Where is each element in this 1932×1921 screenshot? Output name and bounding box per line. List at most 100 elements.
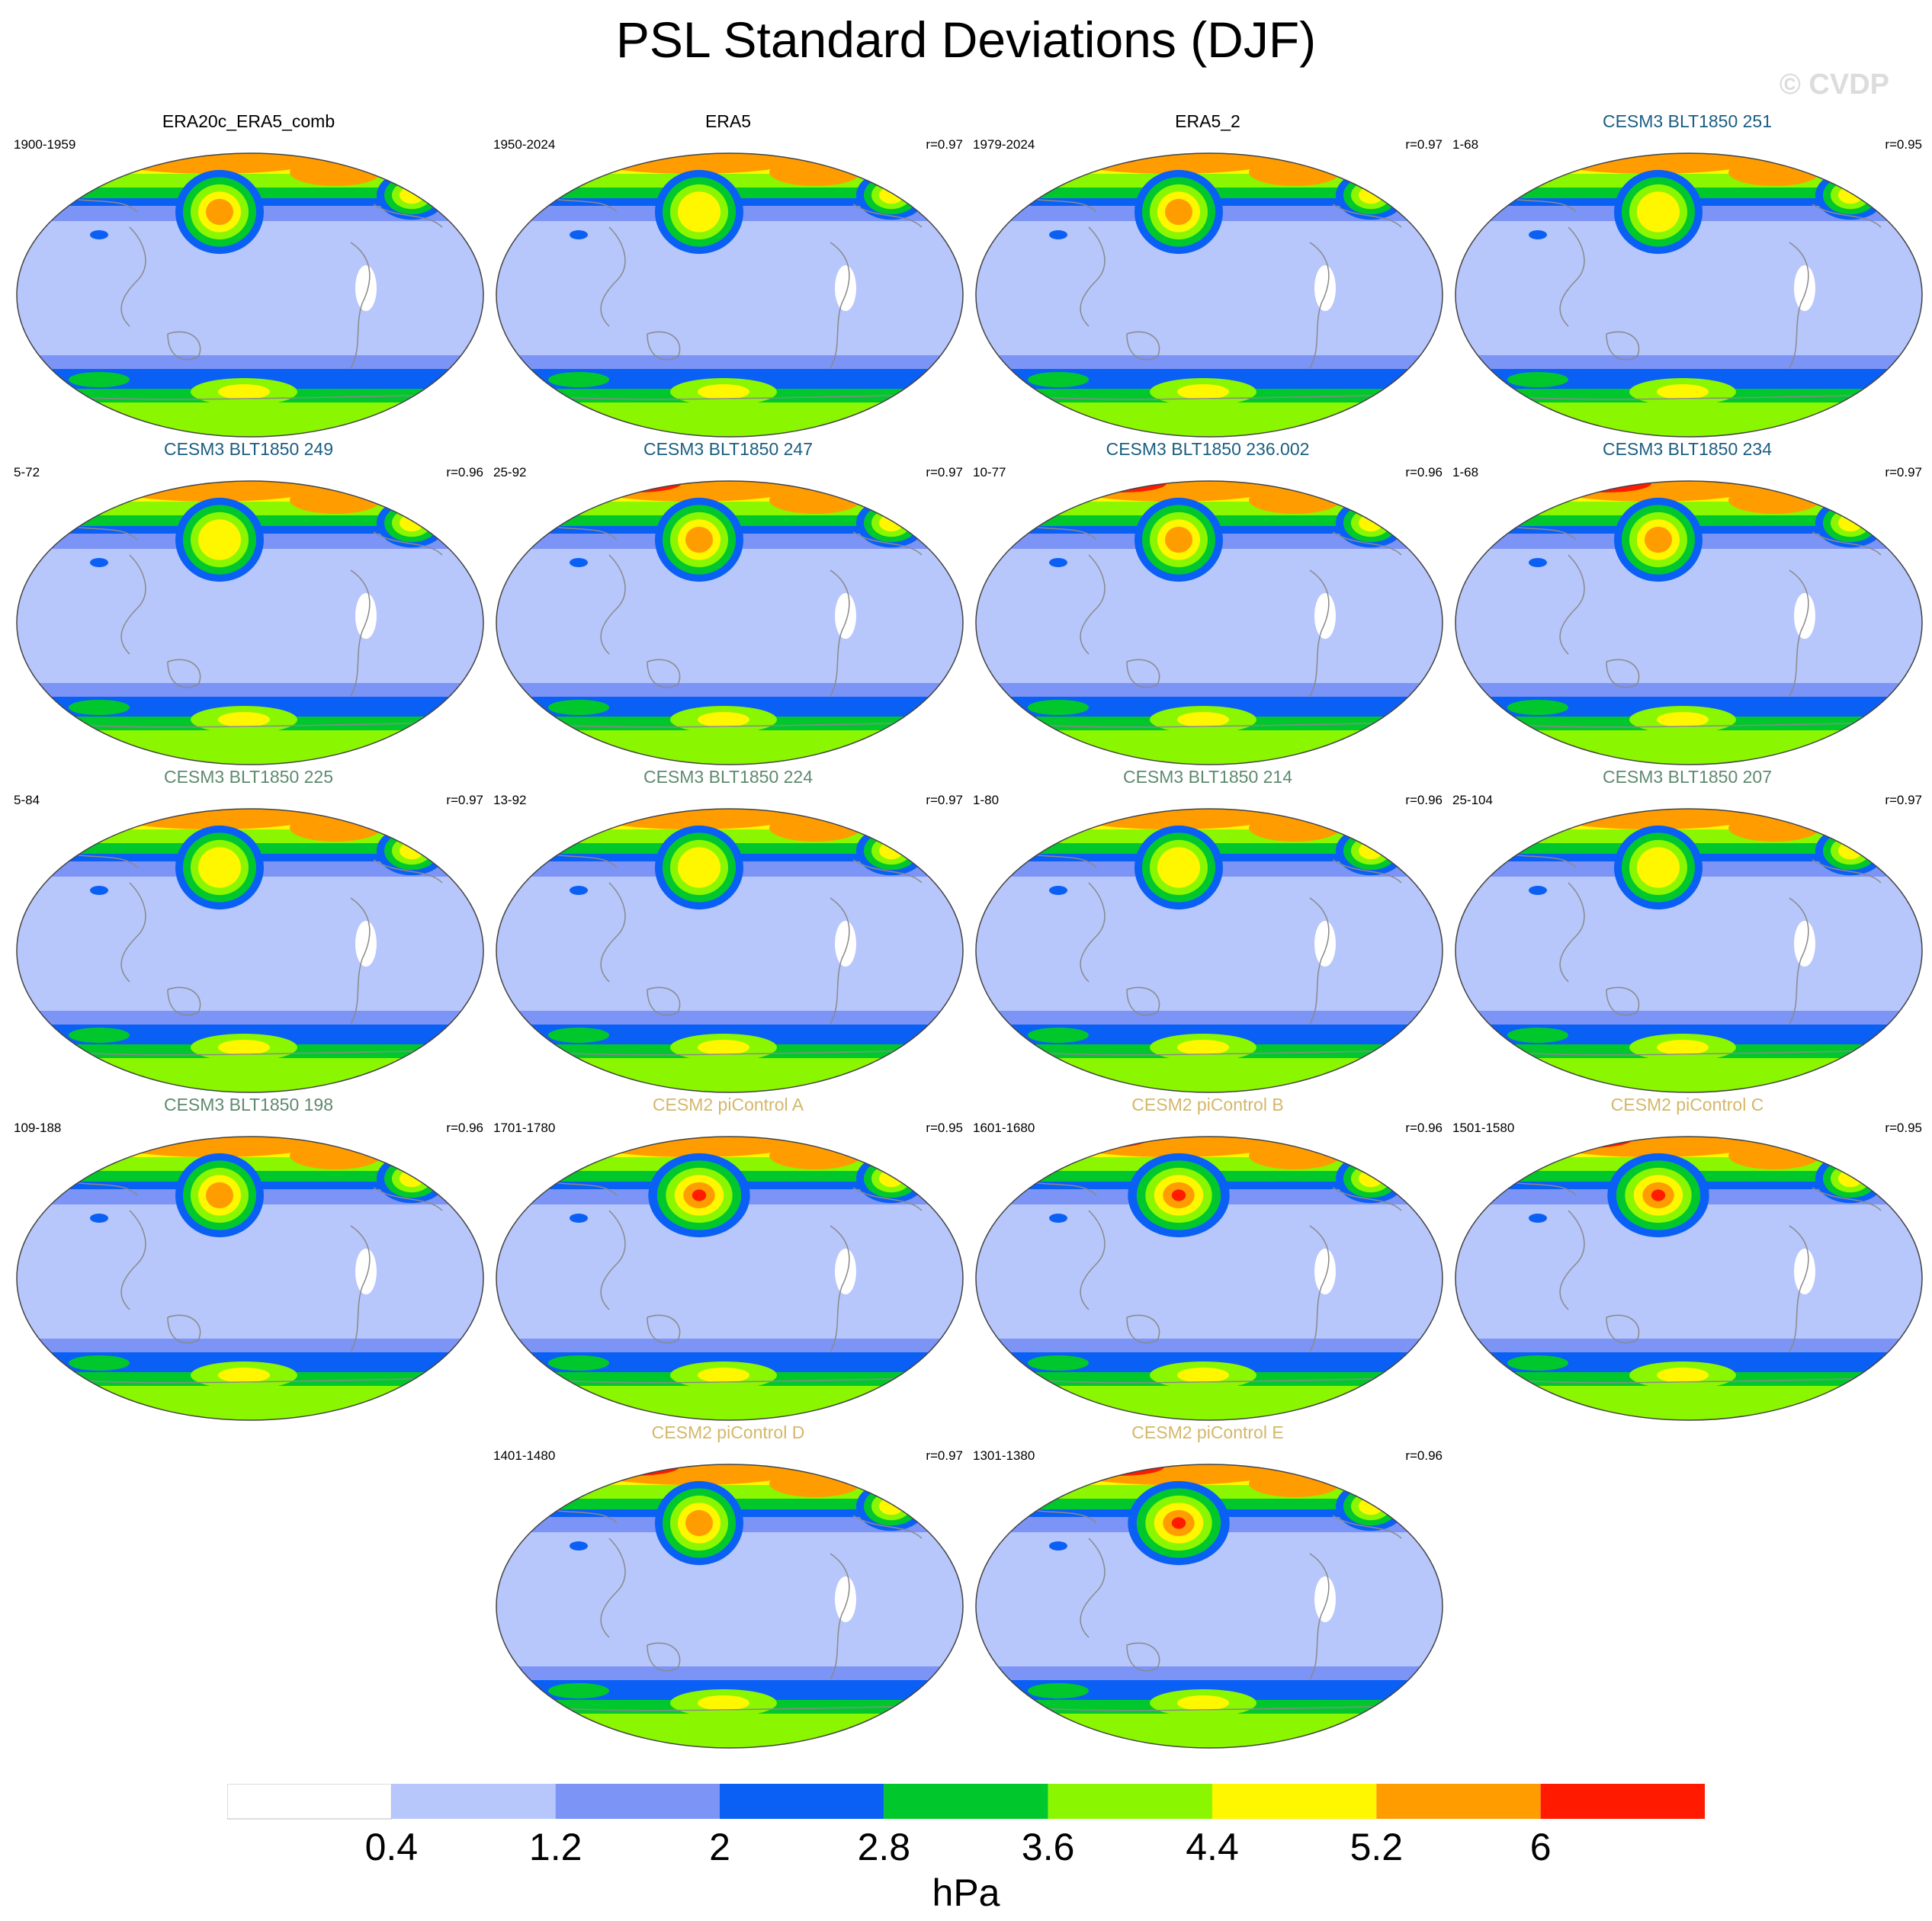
panel-period: 1-68 [1452,137,1479,152]
latitude-band [976,1666,1443,1680]
coastline [1789,897,1809,1025]
latitude-band [496,1058,963,1092]
panel-title: CESM3 BLT1850 225 [163,767,334,787]
southern-ocean-max [1657,712,1709,727]
coastline [373,859,443,884]
panel-title: CESM3 BLT1850 234 [1602,439,1773,459]
coastline [1126,1314,1160,1344]
south-america-min [835,1576,856,1622]
atlantic-variance-center [1359,514,1383,532]
coastline [1126,659,1160,688]
colorbar-segment [1376,1784,1541,1819]
southern-ocean-max [218,1040,270,1055]
map-border [975,152,1443,438]
coastline [647,986,681,1016]
map-border [16,152,484,438]
south-america-min [835,265,856,311]
psl-stddev-map [496,808,964,1093]
coastline [1559,554,1585,655]
coastline [1332,204,1402,228]
colorbar-tick-label: 2 [709,1826,730,1868]
psl-stddev-map [975,480,1443,765]
cvdp-watermark: © CVDP [1779,69,1889,101]
map-panel: CESM2 piControl D 1401-1480 r=0.97 [492,1422,964,1750]
atlantic-variance-center [879,514,903,532]
coastline [1332,1187,1402,1211]
coastline [1812,531,1882,556]
tibet-region [570,558,588,567]
coastline [373,531,443,556]
panel-period: 13-92 [493,793,527,807]
coastline [373,204,443,228]
south-america-min [1794,593,1815,639]
coastline [830,242,850,369]
south-america-min [1794,265,1815,311]
coastline [1309,242,1330,369]
aleutian-variance-center [1171,1189,1186,1201]
map-panel: CESM2 piControl B 1601-1680 r=0.96 [971,1095,1444,1422]
panel-period: 25-104 [1452,793,1493,807]
psl-stddev-map [1455,808,1923,1093]
tibet-region [90,558,108,567]
coastline [1789,1225,1809,1352]
panel-correlation: r=0.96 [446,1121,483,1135]
map-border [975,1136,1443,1421]
map-border [496,1136,964,1421]
panel-period: 109-188 [14,1121,62,1135]
southern-ocean-max [218,384,270,399]
coastline [167,659,201,688]
southern-ocean-region [69,1355,130,1371]
colorbar-tick-label: 6 [1529,1826,1552,1868]
latitude-band [1455,1011,1922,1025]
panel-period: 1401-1480 [493,1448,556,1463]
psl-stddev-map [16,808,484,1093]
coastline [120,1210,146,1310]
figure-title: PSL Standard Deviations (DJF) [615,11,1317,68]
coastline [1309,1225,1330,1352]
colorbar-tick-label: 5.2 [1350,1826,1404,1868]
southern-ocean-region [1507,1355,1568,1371]
latitude-band [17,1011,483,1025]
panel-title: CESM3 BLT1850 249 [163,439,334,459]
psl-stddev-map [496,1136,964,1421]
south-america-min [835,593,856,639]
coastline [167,1314,201,1344]
tibet-region [1049,1214,1067,1223]
south-america-min [355,1249,377,1294]
panel-period: 1601-1680 [973,1121,1035,1135]
atlantic-variance-center [1359,1169,1383,1188]
latitude-band [17,402,483,437]
southern-ocean-region [69,700,130,715]
southern-ocean-region [69,1028,130,1043]
coastline [1559,882,1585,983]
coastline [600,226,626,327]
map-border [1455,480,1923,765]
aleutian-variance-center [1165,526,1192,553]
southern-ocean-region [1507,700,1568,715]
atlantic-variance-center [400,186,424,204]
map-panel: CESM3 BLT1850 251 1-68 r=0.95 [1451,111,1924,439]
tibet-region [570,1541,588,1551]
coastline [1126,331,1160,361]
southern-ocean-max [218,712,270,727]
panel-period: 1301-1380 [973,1448,1035,1463]
coastline [1812,1187,1882,1211]
psl-stddev-map [16,480,484,765]
southern-ocean-max [218,1368,270,1383]
atlantic-variance-center [1838,1169,1863,1188]
coastline [1309,569,1330,697]
arctic-peak-region [84,153,175,165]
aleutian-variance-center [206,198,233,226]
map-border [975,480,1443,765]
latitude-band [17,355,483,369]
coastline [350,897,371,1025]
coastline [1309,1553,1330,1680]
coastline [167,986,201,1016]
latitude-band [17,1386,483,1420]
map-panel: ERA20c_ERA5_comb 1900-1959 [12,111,485,439]
panel-period: 1979-2024 [973,137,1035,152]
south-america-min [1314,921,1336,967]
panel-title: CESM3 BLT1850 247 [643,439,814,459]
coastline [852,1515,923,1539]
coastline [120,882,146,983]
